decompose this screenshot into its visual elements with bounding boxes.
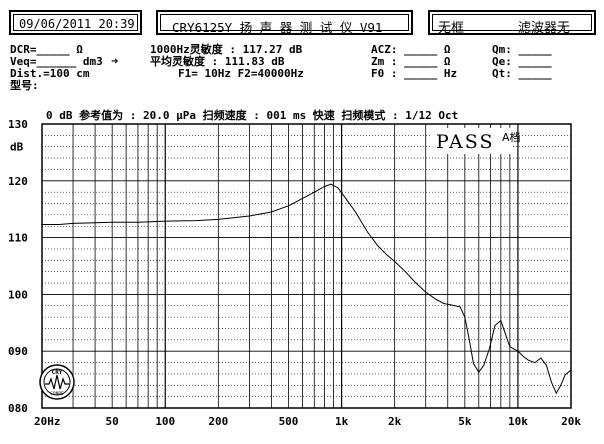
axis-labels: 080 090 100 110 120 130 dB 20Hz 50 100 200 500 1k 2k 5… xyxy=(8,118,581,428)
chart-frame xyxy=(41,123,572,409)
x-tick-label: 100 xyxy=(155,415,175,428)
title-box: CRY6125Y 扬 声 器 测 试 仪 V91 xyxy=(156,10,413,35)
x-tick-label: 2k xyxy=(388,415,402,428)
result-overlay: PASS A档 xyxy=(431,128,521,154)
logo-outer-ring xyxy=(39,364,75,400)
series-layer xyxy=(42,183,572,395)
pass-background xyxy=(431,128,512,154)
y-tick-label: 100 xyxy=(8,288,28,301)
mode-box: 无框 滤波器无 xyxy=(428,10,596,36)
logo-text: CRY xyxy=(52,369,63,376)
y-tick-label: 090 xyxy=(8,345,28,358)
dcr-field: DCR=_____ Ω xyxy=(10,43,83,56)
x-tick-label: 10k xyxy=(508,415,528,428)
dist-field: Dist.=100 cm xyxy=(10,67,90,80)
y-tick-label: 110 xyxy=(8,232,28,245)
sensitivity-average: 平均灵敏度 : 111.83 dB xyxy=(150,55,285,68)
x-tick-label: 20Hz xyxy=(34,415,61,428)
grade-label: A档 xyxy=(502,130,521,144)
x-tick-label: 5k xyxy=(458,415,472,428)
plot-border xyxy=(41,123,572,409)
x-tick-label: 200 xyxy=(208,415,228,428)
y-tick-label: 130 xyxy=(8,118,28,131)
logo-subtext: SONRE xyxy=(50,391,64,397)
zm-field: Zm : _____ Ω xyxy=(371,55,451,68)
qe-field: Qe: _____ xyxy=(492,55,552,68)
acz-field: ACZ: _____ Ω xyxy=(371,43,451,56)
y-tick-label: 120 xyxy=(8,175,28,188)
x-tick-label: 50 xyxy=(106,415,119,428)
qm-field: Qm: _____ xyxy=(492,43,552,56)
frequency-range: F1= 10Hz F2=40000Hz xyxy=(178,67,304,80)
response-curve-line xyxy=(42,183,572,395)
y-axis-label: dB xyxy=(10,141,24,154)
model-field: 型号: xyxy=(10,79,39,92)
x-tick-label: 1k xyxy=(335,415,349,428)
logo-wave-icon xyxy=(45,374,69,390)
arrow-icon: ➜ xyxy=(111,54,119,68)
f0-field: F0 : _____ Hz xyxy=(371,67,458,80)
brand-logo: CRY SONRE xyxy=(39,364,75,400)
veq-field: Veq=______ dm3 xyxy=(10,55,103,68)
chart-grid xyxy=(42,124,571,408)
sensitivity-1khz: 1000Hz灵敏度 : 117.27 dB xyxy=(150,43,303,56)
logo-inner-ring xyxy=(43,368,71,396)
qt-field: Qt: _____ xyxy=(492,67,552,80)
y-tick-label: 080 xyxy=(8,402,28,415)
x-tick-label: 20k xyxy=(561,415,581,428)
reference-sweep-line: 0 dB 参考值为 : 20.0 μPa 扫频速度 : 001 ms 快速 扫频… xyxy=(46,109,459,122)
x-tick-label: 500 xyxy=(279,415,299,428)
pass-indicator: PASS xyxy=(436,131,494,153)
datetime-box: 09/06/2011 20:39 xyxy=(9,10,142,35)
